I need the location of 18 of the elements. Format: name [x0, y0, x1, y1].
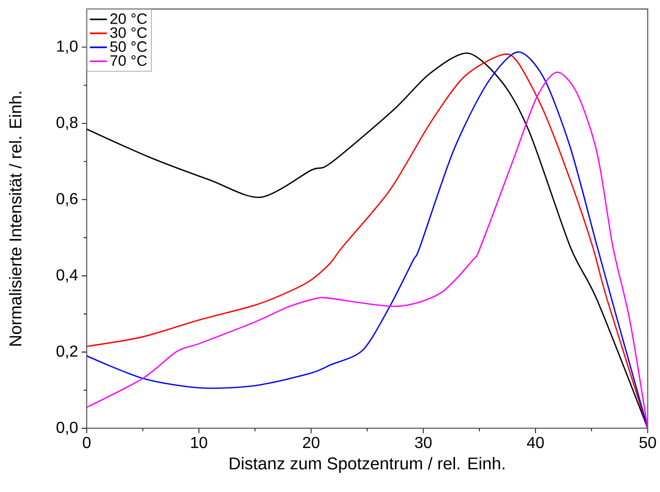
y-tick-label: 1,0 [57, 40, 78, 54]
y-tick-label: 0,8 [56, 116, 78, 130]
x-tick-label: 0 [82, 436, 91, 448]
x-tick-label: 20 [303, 436, 320, 448]
x-tick-label: 10 [191, 436, 208, 448]
x-axis-title: Distanz zum Spotzentrum / rel. Einh. [230, 456, 504, 473]
y-tick-label: 0,6 [56, 192, 78, 206]
y-tick-label: 0,4 [56, 269, 78, 282]
x-tick-label: 40 [526, 436, 544, 448]
legend-label: 70 °C [110, 55, 147, 66]
legend-label: 20 °C [110, 13, 147, 24]
y-axis-title: Normalisierte Intensität / rel. Einh. [8, 92, 22, 346]
y-tick-label: 0,0 [56, 422, 78, 435]
legend-label: 30 °C [110, 27, 147, 38]
y-tick-label: 0,2 [56, 345, 78, 359]
x-tick-label: 50 [639, 436, 656, 448]
x-tick-label: 30 [415, 436, 432, 448]
legend-label: 50 °C [110, 41, 147, 52]
